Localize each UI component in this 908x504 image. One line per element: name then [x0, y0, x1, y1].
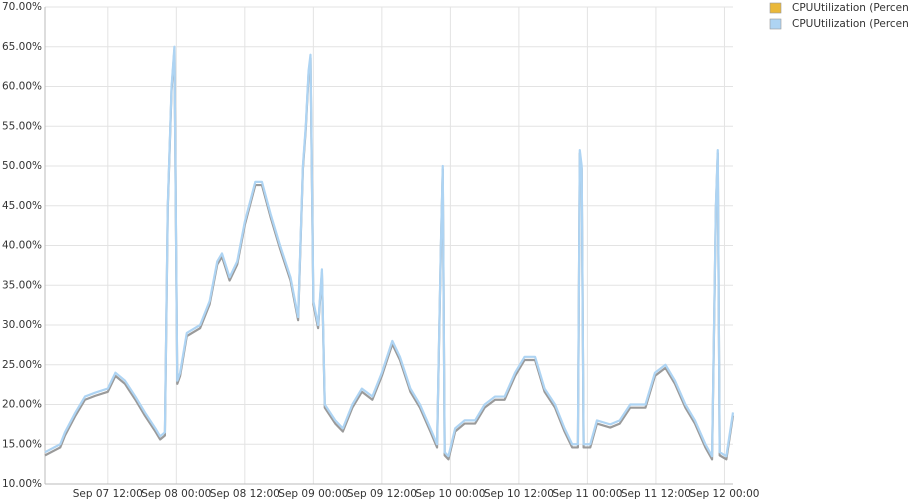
x-tick-label: Sep 11 00:00	[552, 488, 622, 500]
y-tick-label: 10.00%	[2, 478, 42, 490]
x-tick-label: Sep 10 00:00	[415, 488, 485, 500]
x-tick-label: Sep 09 12:00	[347, 488, 417, 500]
series-line	[44, 48, 735, 461]
y-tick-label: 65.00%	[2, 41, 42, 53]
x-tick-label: Sep 07 12:00	[73, 488, 143, 500]
x-tick-label: Sep 08 12:00	[210, 488, 280, 500]
y-tick-label: 25.00%	[2, 359, 42, 371]
lines	[44, 45, 735, 461]
x-tick-label: Sep 08 00:00	[141, 488, 211, 500]
legend-label: CPUUtilization (Percent)	[792, 18, 908, 30]
y-tick-label: 60.00%	[2, 81, 42, 93]
x-tick-label: Sep 10 12:00	[484, 488, 554, 500]
y-tick-label: 55.00%	[2, 120, 42, 132]
legend-label: CPUUtilization (Percent)	[792, 2, 908, 14]
x-tick-label: Sep 12 00:00	[689, 488, 759, 500]
y-tick-label: 20.00%	[2, 399, 42, 411]
legend-swatch	[769, 2, 782, 14]
y-tick-label: 35.00%	[2, 279, 42, 291]
y-tick-label: 70.00%	[2, 1, 42, 13]
series-line	[44, 45, 735, 458]
grid	[44, 6, 733, 485]
y-tick-label: 15.00%	[2, 438, 42, 450]
x-tick-label: Sep 09 00:00	[278, 488, 348, 500]
y-tick-label: 40.00%	[2, 240, 42, 252]
y-tick-label: 45.00%	[2, 200, 42, 212]
legend-swatch	[769, 18, 782, 30]
y-tick-label: 30.00%	[2, 319, 42, 331]
x-tick-label: Sep 11 12:00	[621, 488, 691, 500]
y-tick-label: 50.00%	[2, 160, 42, 172]
